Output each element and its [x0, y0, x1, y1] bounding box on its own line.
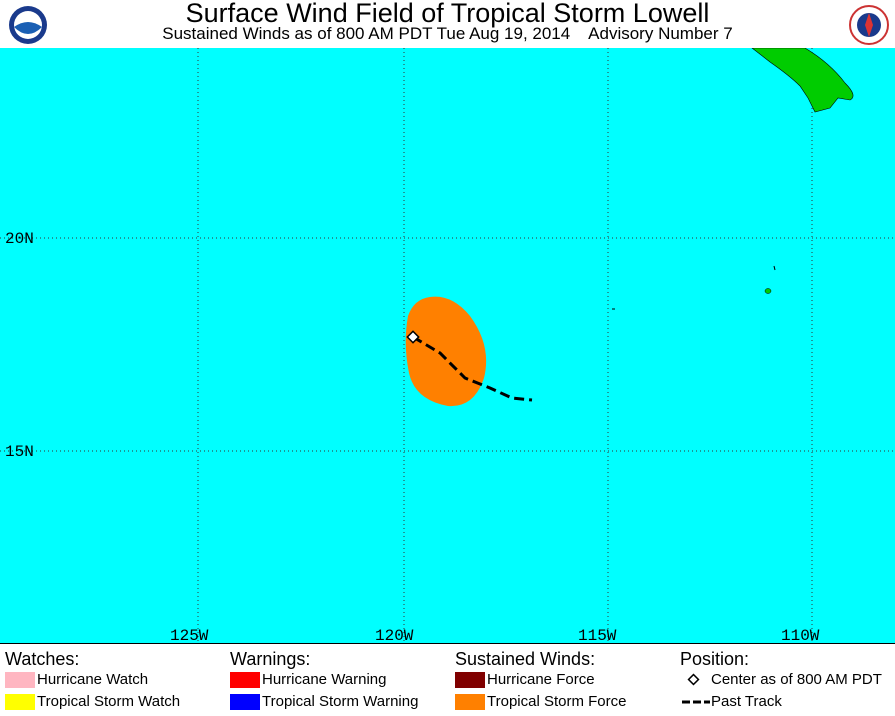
legend-item: Hurricane Watch — [37, 671, 149, 688]
legend-item: Tropical Storm Watch — [37, 693, 181, 710]
past-track — [412, 335, 533, 402]
swatch — [230, 694, 260, 710]
swatch — [5, 672, 35, 688]
map: 20N 15N 125W 120W 115W 110W — [0, 48, 895, 644]
lon-label: 110W — [781, 627, 820, 644]
nws-logo — [849, 5, 889, 45]
subtitle: Sustained Winds as of 800 AM PDT Tue Aug… — [162, 24, 733, 43]
island — [764, 288, 772, 294]
lon-label: 115W — [578, 627, 617, 644]
land — [751, 48, 854, 113]
legend-icons — [682, 673, 710, 704]
swatch — [455, 694, 485, 710]
lat-label: 15N — [5, 443, 34, 461]
legend-heading: Position: — [680, 649, 750, 669]
divider — [0, 643, 895, 644]
graticule — [0, 48, 895, 644]
lat-label: 20N — [5, 230, 34, 248]
noaa-logo — [9, 6, 47, 44]
legend-item: Hurricane Warning — [262, 671, 387, 688]
swatch — [455, 672, 485, 688]
lon-label: 125W — [170, 627, 209, 644]
legend-heading: Warnings: — [230, 649, 311, 669]
legend-heading: Watches: — [5, 649, 80, 669]
legend-heading: Sustained Winds: — [455, 649, 596, 669]
legend-item: Past Track — [711, 693, 782, 710]
storm-center — [406, 330, 420, 344]
lon-label: 120W — [375, 627, 414, 644]
swatch — [230, 672, 260, 688]
island — [773, 265, 776, 271]
legend-item: Hurricane Force — [487, 671, 595, 688]
legend-item: Center as of 800 AM PDT — [711, 671, 882, 688]
swatch — [5, 694, 35, 710]
legend-item: Tropical Storm Warning — [262, 693, 419, 710]
title: Surface Wind Field of Tropical Storm Low… — [185, 0, 710, 28]
legend-item: Tropical Storm Force — [487, 693, 627, 710]
